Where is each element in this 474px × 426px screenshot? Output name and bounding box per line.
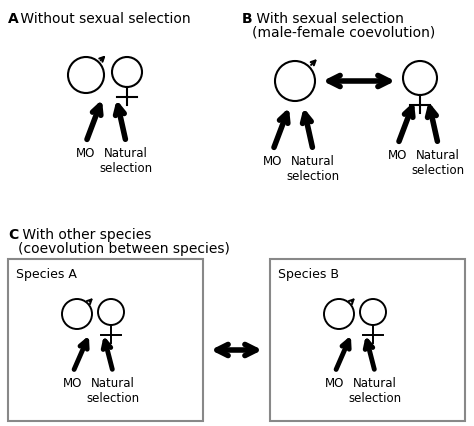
Bar [8, 259, 203, 421]
Text: MO: MO [64, 376, 82, 389]
Text: (male-female coevolution): (male-female coevolution) [252, 26, 435, 40]
Text: B: B [242, 12, 253, 26]
Text: (coevolution between species): (coevolution between species) [18, 242, 230, 256]
Text: With sexual selection: With sexual selection [252, 12, 404, 26]
Text: Without sexual selection: Without sexual selection [16, 12, 191, 26]
Text: Natural
selection: Natural selection [411, 149, 465, 177]
Text: A: A [8, 12, 19, 26]
Text: Natural
selection: Natural selection [348, 376, 401, 404]
Text: Natural
selection: Natural selection [286, 155, 339, 183]
Text: MO: MO [76, 147, 96, 160]
Text: MO: MO [264, 155, 283, 167]
Text: MO: MO [325, 376, 345, 389]
Text: Natural
selection: Natural selection [86, 376, 139, 404]
Text: Species B: Species B [278, 268, 339, 280]
Text: With other species: With other species [18, 227, 151, 242]
Text: MO: MO [388, 149, 408, 161]
Text: Natural
selection: Natural selection [100, 147, 153, 175]
Text: C: C [8, 227, 18, 242]
Text: Species A: Species A [16, 268, 77, 280]
Bar [270, 259, 465, 421]
